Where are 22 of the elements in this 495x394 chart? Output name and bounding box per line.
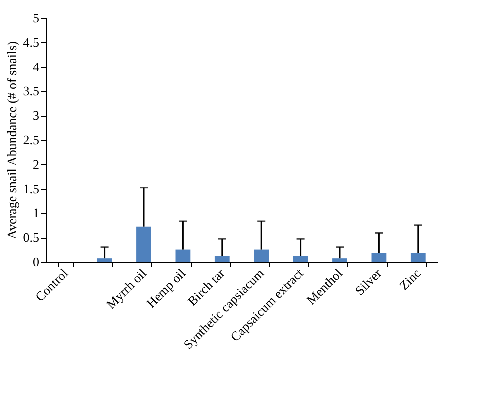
y-tick-label: 3 xyxy=(33,108,40,124)
y-tick-label: 0.5 xyxy=(23,230,40,246)
bar xyxy=(332,258,348,262)
y-tick-label: 1.5 xyxy=(23,181,40,196)
y-tick-label: 4 xyxy=(33,59,40,74)
bar xyxy=(372,253,387,262)
bar xyxy=(410,253,426,262)
x-tick-label: Zinc xyxy=(396,266,424,294)
y-tick-label: 5 xyxy=(33,10,40,26)
bar xyxy=(97,258,112,262)
bar xyxy=(214,256,230,262)
y-tick-label: 2 xyxy=(33,156,40,172)
y-tick-label: 4.5 xyxy=(23,34,40,50)
bar xyxy=(176,250,191,262)
bar xyxy=(293,256,308,262)
bar xyxy=(254,250,270,262)
y-tick-label: 1 xyxy=(33,206,40,221)
y-tick-label: 0 xyxy=(33,254,40,270)
bar xyxy=(136,226,152,262)
y-tick-label: 2.5 xyxy=(23,132,40,148)
y-tick-label: 3.5 xyxy=(23,84,40,99)
y-axis-title: Average snail Abundance (# of snails) xyxy=(4,42,20,240)
